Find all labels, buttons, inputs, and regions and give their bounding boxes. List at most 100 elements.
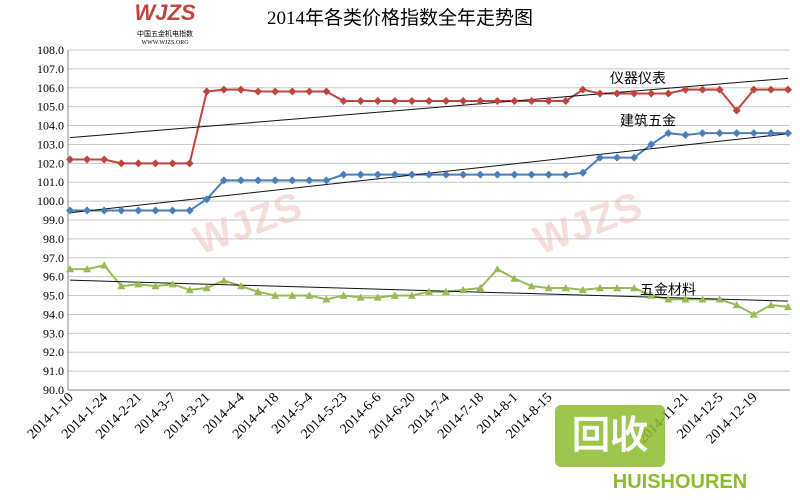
- point: [322, 87, 331, 96]
- y-tick-label: 93.0: [43, 326, 64, 340]
- point: [202, 284, 211, 292]
- point: [493, 265, 502, 273]
- point: [749, 129, 758, 138]
- point: [476, 284, 485, 292]
- y-tick-label: 107.0: [37, 62, 64, 76]
- point: [698, 295, 707, 303]
- y-tick-label: 96.0: [43, 270, 64, 284]
- point: [527, 282, 536, 290]
- point: [117, 282, 126, 290]
- point: [544, 284, 553, 292]
- point: [134, 280, 143, 288]
- point: [459, 97, 468, 105]
- point: [544, 170, 553, 179]
- point: [459, 170, 468, 179]
- point: [117, 206, 126, 215]
- point: [83, 206, 92, 215]
- point: [681, 131, 690, 139]
- point: [595, 153, 604, 162]
- y-tick-label: 106.0: [37, 81, 64, 95]
- point: [630, 284, 639, 292]
- y-tick-label: 105.0: [37, 100, 64, 114]
- point: [510, 97, 519, 105]
- point: [681, 295, 690, 303]
- point: [134, 206, 143, 215]
- point: [493, 97, 502, 105]
- point: [510, 274, 519, 282]
- logo: WJZS 中国五金机电指数 WWW.WJZS.ORG: [134, 0, 195, 46]
- point: [288, 291, 297, 299]
- point: [236, 282, 245, 290]
- y-tick-label: 95.0: [43, 289, 64, 303]
- y-tick-label: 99.0: [43, 213, 64, 227]
- y-tick-label: 92.0: [43, 345, 64, 359]
- point: [185, 159, 194, 168]
- point: [749, 310, 758, 318]
- point: [698, 85, 707, 94]
- point: [390, 170, 399, 179]
- point: [168, 280, 177, 288]
- point: [83, 265, 92, 273]
- trend-line: [69, 77, 789, 139]
- point: [288, 176, 297, 185]
- badge: 回收 HUISHOUREN: [555, 405, 747, 493]
- y-tick-label: 100.0: [37, 194, 64, 208]
- point: [476, 97, 485, 105]
- point: [407, 97, 416, 105]
- point: [271, 176, 280, 185]
- point: [595, 89, 604, 98]
- point: [698, 129, 707, 138]
- point: [732, 129, 741, 138]
- point: [784, 302, 792, 311]
- point: [425, 97, 433, 105]
- point: [83, 155, 92, 164]
- point: [236, 176, 245, 185]
- point: [647, 140, 656, 149]
- point: [356, 170, 365, 179]
- point: [613, 153, 622, 162]
- point: [151, 159, 160, 168]
- point: [784, 85, 792, 94]
- point: [185, 285, 194, 294]
- point: [425, 287, 433, 295]
- badge-mark: 回收: [572, 415, 648, 457]
- point: [425, 170, 433, 179]
- point: [647, 291, 656, 299]
- y-tick-label: 108.0: [37, 43, 64, 57]
- point: [476, 170, 485, 179]
- badge-name: HUISHOUREN: [613, 471, 747, 493]
- point: [66, 206, 74, 215]
- y-tick-label: 94.0: [43, 307, 64, 321]
- point: [715, 295, 724, 303]
- point: [202, 195, 211, 204]
- y-tick-label: 90.0: [43, 383, 64, 397]
- point: [390, 97, 399, 105]
- point: [715, 129, 724, 138]
- point: [407, 291, 416, 299]
- point: [715, 85, 724, 94]
- point: [647, 89, 656, 98]
- watermark: WJZS: [528, 184, 647, 263]
- point: [322, 295, 331, 303]
- point: [134, 159, 143, 168]
- point: [66, 265, 74, 273]
- badge-box: [555, 405, 665, 467]
- y-tick-label: 98.0: [43, 232, 64, 246]
- series-label: 建筑五金: [620, 114, 676, 130]
- point: [664, 89, 673, 98]
- point: [442, 97, 451, 105]
- point: [373, 293, 382, 301]
- point: [168, 159, 177, 168]
- chart-title: 2014年各类价格指数全年走势图: [267, 7, 533, 29]
- point: [305, 291, 314, 299]
- point: [664, 295, 673, 303]
- point: [613, 284, 622, 292]
- point: [664, 129, 673, 138]
- point: [493, 170, 502, 179]
- y-tick-label: 103.0: [37, 137, 64, 151]
- logo-name: 中国五金机电指数: [137, 29, 193, 38]
- point: [373, 97, 382, 105]
- point: [339, 291, 348, 299]
- point: [151, 206, 160, 215]
- point: [185, 206, 194, 215]
